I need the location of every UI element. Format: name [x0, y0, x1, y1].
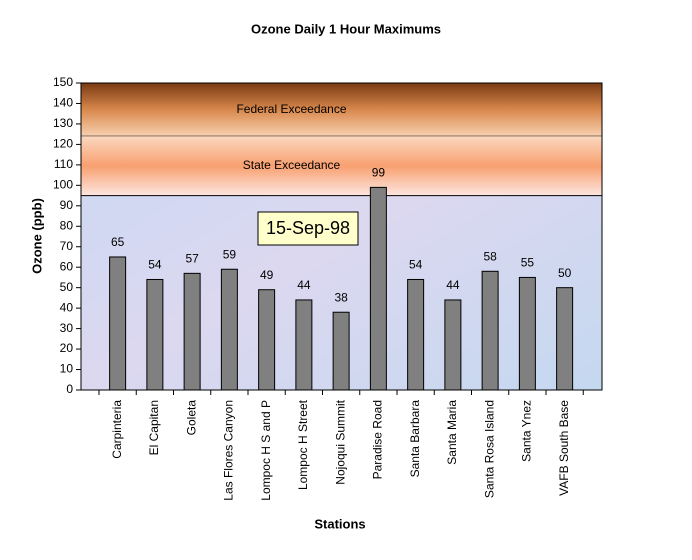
- x-tick-label: Carpinteria: [110, 400, 124, 459]
- exceedance-band: [81, 136, 602, 196]
- x-tick-label: El Capitan: [147, 400, 161, 455]
- y-tick-label: 80: [60, 218, 74, 232]
- y-tick-label: 150: [53, 75, 73, 89]
- bar: [146, 278, 164, 391]
- y-tick-label: 140: [53, 96, 73, 110]
- x-tick-label: Las Flores Canyon: [222, 400, 236, 501]
- value-label: 54: [409, 258, 423, 272]
- x-axis-title: Stations: [314, 516, 365, 531]
- y-tick-label: 120: [53, 137, 73, 151]
- x-tick-label: Santa Rosa Island: [482, 400, 496, 498]
- value-label: 50: [558, 266, 572, 280]
- value-label: 44: [297, 278, 311, 292]
- x-tick-label: Santa Ynez: [520, 400, 534, 462]
- value-label: 58: [483, 249, 497, 263]
- bar: [556, 287, 574, 391]
- bar: [258, 289, 276, 391]
- value-label: 44: [446, 278, 460, 292]
- y-tick-label: 0: [66, 382, 73, 396]
- value-label: 59: [223, 247, 237, 261]
- y-tick-label: 60: [60, 259, 74, 273]
- value-label: 99: [372, 166, 386, 180]
- y-tick-label: 50: [60, 280, 74, 294]
- bar: [183, 272, 201, 391]
- x-tick-label: Paradise Road: [371, 400, 385, 479]
- x-tick-label: Lompoc H S and P: [259, 400, 273, 501]
- value-label: 38: [334, 290, 348, 304]
- y-tick-label: 100: [53, 178, 73, 192]
- y-tick-label: 10: [60, 362, 74, 376]
- annotation-box: [257, 211, 359, 246]
- y-tick-label: 20: [60, 341, 74, 355]
- bar: [407, 278, 425, 391]
- y-tick-label: 70: [60, 239, 74, 253]
- annotation: 15-Sep-98: [266, 218, 350, 238]
- y-tick-label: 30: [60, 321, 74, 335]
- value-label: 57: [185, 252, 199, 266]
- y-tick-label: 110: [54, 157, 73, 171]
- band-label: State Exceedance: [243, 158, 341, 172]
- value-label: 65: [111, 235, 125, 249]
- y-axis-title: Ozone (ppb): [29, 198, 44, 274]
- value-label: 54: [148, 258, 162, 272]
- bar: [220, 268, 238, 391]
- bar: [295, 299, 313, 391]
- bar: [369, 186, 387, 391]
- y-tick-label: 130: [53, 116, 73, 130]
- value-label: 49: [260, 268, 274, 282]
- x-tick-label: Goleta: [184, 400, 198, 436]
- bar: [518, 276, 536, 391]
- chart-title: Ozone Daily 1 Hour Maximums: [251, 21, 441, 36]
- x-tick-label: Lompoc H Street: [296, 399, 310, 490]
- y-tick-label: 40: [60, 300, 74, 314]
- x-tick-label: Nojoqui Summit: [333, 399, 347, 484]
- bar: [332, 311, 350, 391]
- x-tick-label: VAFB South Base: [557, 400, 571, 496]
- bar: [444, 299, 462, 391]
- x-tick-label: Santa Maria: [445, 400, 459, 465]
- bar: [481, 270, 499, 391]
- y-tick-label: 90: [60, 198, 74, 212]
- band-label: Federal Exceedance: [236, 102, 346, 116]
- value-label: 55: [521, 256, 535, 270]
- x-tick-label: Santa Barbara: [408, 400, 422, 478]
- exceedance-band: [81, 83, 602, 137]
- bar: [109, 256, 127, 391]
